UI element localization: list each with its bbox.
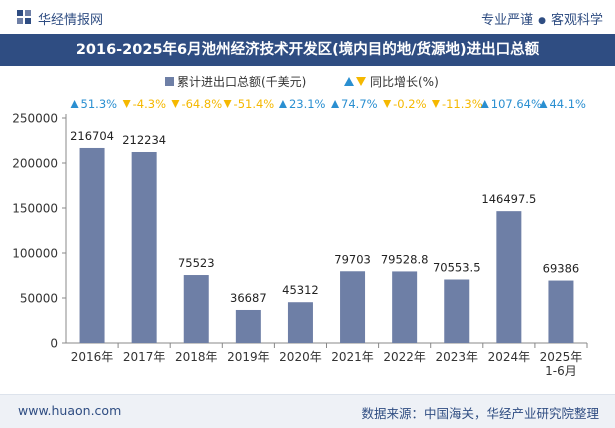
down-triangle-icon — [383, 100, 392, 108]
bar — [131, 151, 157, 343]
growth-label: 107.64% — [491, 97, 542, 111]
dot-separator-icon: ● — [538, 15, 546, 26]
legend-down-triangle-icon — [356, 77, 366, 86]
x-tick-label: 1-6月 — [545, 364, 577, 378]
growth-label: -51.4% — [234, 97, 275, 111]
bar-value-label: 45312 — [282, 283, 319, 297]
logo-icon — [17, 10, 31, 24]
growth-label: 23.1% — [289, 97, 326, 111]
tagline-right: 客观科学 — [550, 13, 603, 28]
bar-value-label: 146497.5 — [481, 192, 536, 206]
bar-value-label: 216704 — [70, 129, 114, 143]
growth-label: -11.3% — [442, 97, 483, 111]
legend-bar-swatch — [165, 77, 174, 86]
legend-up-triangle-icon — [344, 77, 354, 86]
y-tick-label: 200000 — [12, 157, 58, 171]
x-tick-label: 2018年 — [175, 350, 218, 364]
up-triangle-icon — [331, 100, 340, 108]
bar — [392, 271, 418, 343]
growth-label: -64.8% — [181, 97, 222, 111]
bar — [235, 309, 261, 343]
bar-value-label: 75523 — [178, 256, 215, 270]
tagline-left: 专业严谨 — [481, 13, 534, 28]
y-tick-label: 250000 — [12, 112, 58, 126]
bar — [183, 275, 209, 343]
down-triangle-icon — [171, 100, 180, 108]
bar — [496, 211, 522, 343]
x-tick-label: 2023年 — [435, 350, 478, 364]
bar — [548, 280, 574, 343]
bar — [79, 147, 105, 343]
growth-label: -0.2% — [393, 97, 426, 111]
bar-value-label: 70553.5 — [433, 261, 481, 275]
bar-value-label: 79703 — [334, 252, 371, 266]
x-tick-label: 2016年 — [71, 350, 114, 364]
growth-label: 51.3% — [81, 97, 118, 111]
growth-label: -4.3% — [133, 97, 166, 111]
y-tick-label: 100000 — [12, 247, 58, 261]
bar-value-label: 69386 — [543, 262, 580, 276]
up-triangle-icon — [539, 100, 548, 108]
x-tick-label: 2019年 — [227, 350, 270, 364]
down-triangle-icon — [122, 100, 131, 108]
tagline: 专业严谨 ● 客观科学 — [481, 9, 603, 28]
up-triangle-icon — [480, 100, 489, 108]
bar — [287, 302, 313, 343]
legend: 累计进出口总额(千美元) 同比增长(%) — [165, 75, 439, 89]
growth-label: 74.7% — [341, 97, 378, 111]
brand-name: 华经情报网 — [38, 13, 104, 28]
x-tick-label: 2020年 — [279, 350, 322, 364]
x-tick-label: 2022年 — [383, 350, 426, 364]
up-triangle-icon — [278, 100, 287, 108]
chart: 累计进出口总额(千美元) 同比增长(%) 0 50000 100000 150000 200… — [12, 75, 588, 378]
y-tick-label: 150000 — [12, 202, 58, 216]
top-bar: 华经情报网 专业严谨 ● 客观科学 — [0, 0, 615, 35]
footer: www.huaon.com 数据来源：中国海关，华经产业研究院整理 — [0, 394, 615, 428]
bar-value-label: 36687 — [230, 291, 267, 305]
y-tick-label: 0 — [50, 337, 58, 351]
up-triangle-icon — [70, 100, 79, 108]
bar-value-label: 79528.8 — [381, 252, 429, 266]
x-tick-label: 2025年 — [540, 350, 583, 364]
title-bar: 2016-2025年6月池州经济技术开发区(境内目的地/货源地)进出口总额 — [0, 34, 615, 66]
footer-url[interactable]: www.huaon.com — [18, 403, 122, 418]
bar — [444, 279, 470, 343]
down-triangle-icon — [431, 100, 440, 108]
x-tick-label: 2024年 — [488, 350, 531, 364]
y-tick-label: 50000 — [20, 292, 58, 306]
bar-value-label: 212234 — [122, 133, 166, 147]
growth-label: 44.1% — [549, 97, 586, 111]
legend-growth-label: 同比增长(%) — [370, 75, 439, 89]
legend-series-label: 累计进出口总额(千美元) — [177, 75, 306, 89]
bar — [340, 271, 366, 343]
x-tick-label: 2017年 — [123, 350, 166, 364]
x-tick-label: 2021年 — [331, 350, 374, 364]
data-source: 数据来源：中国海关，华经产业研究院整理 — [361, 406, 599, 421]
down-triangle-icon — [223, 100, 232, 108]
chart-title: 2016-2025年6月池州经济技术开发区(境内目的地/货源地)进出口总额 — [75, 42, 540, 58]
